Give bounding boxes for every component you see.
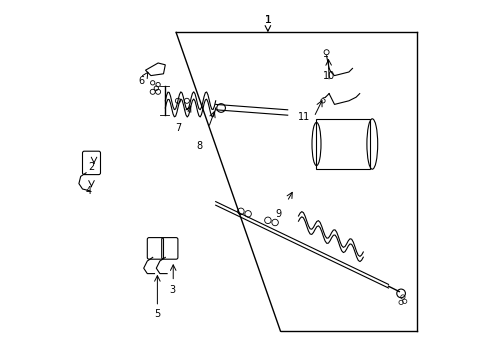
Text: 2: 2: [88, 162, 95, 172]
Text: 10: 10: [322, 71, 335, 81]
Text: 6: 6: [139, 76, 144, 86]
Text: 11: 11: [297, 112, 309, 122]
Bar: [316, 119, 370, 169]
Text: 4: 4: [86, 186, 92, 196]
Text: 5: 5: [154, 309, 160, 319]
Text: 7: 7: [174, 123, 181, 133]
Text: 8: 8: [196, 141, 202, 151]
Text: 3: 3: [169, 285, 175, 295]
Text: 9: 9: [275, 209, 281, 219]
Text: 1: 1: [264, 15, 270, 25]
Text: 1: 1: [264, 15, 271, 25]
